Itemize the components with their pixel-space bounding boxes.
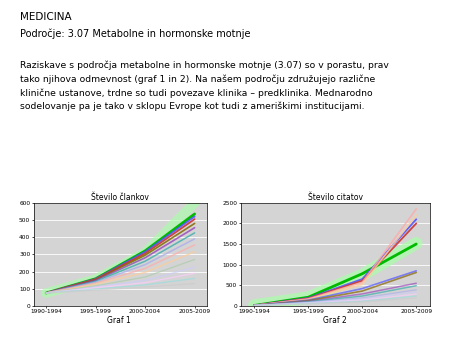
- Title: Število člankov: Število člankov: [91, 193, 149, 202]
- Text: Graf 1: Graf 1: [108, 316, 131, 325]
- Text: Področje: 3.07 Metabolne in hormonske motnje: Področje: 3.07 Metabolne in hormonske mo…: [20, 29, 251, 39]
- Title: Število citatov: Število citatov: [308, 193, 363, 202]
- Text: Raziskave s področja metabolne in hormonske motnje (3.07) so v porastu, prav
tak: Raziskave s področja metabolne in hormon…: [20, 61, 389, 111]
- Text: Graf 2: Graf 2: [324, 316, 347, 325]
- Text: MEDICINA: MEDICINA: [20, 12, 72, 22]
